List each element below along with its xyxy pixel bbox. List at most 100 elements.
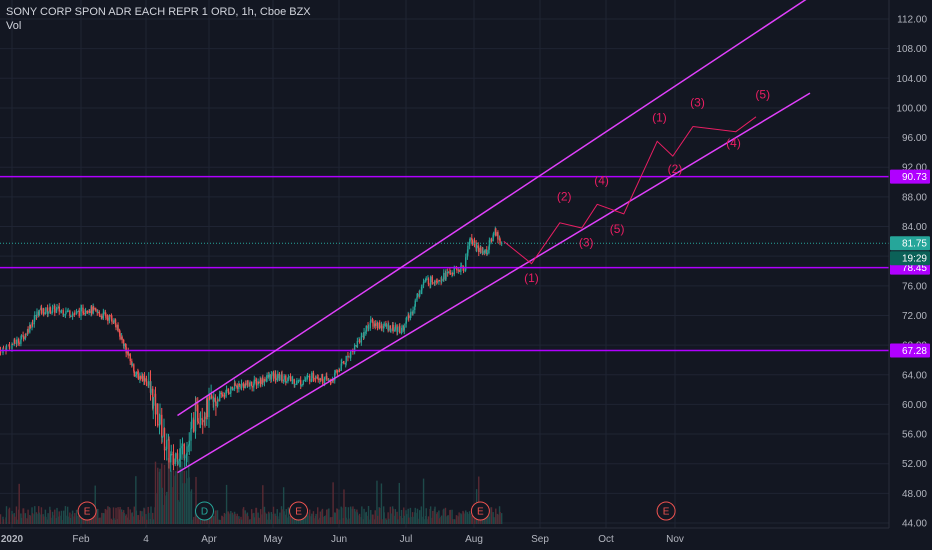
- candle-body: [161, 414, 163, 438]
- volume-bar: [352, 506, 354, 524]
- volume-bar: [499, 511, 501, 524]
- volume-indicator-label[interactable]: Vol: [6, 20, 22, 32]
- volume-bar: [456, 515, 458, 524]
- volume-bar: [228, 512, 230, 524]
- price-tick-label: 44.00: [902, 519, 927, 530]
- volume-bar: [285, 509, 287, 524]
- volume-bar: [390, 513, 392, 524]
- time-tick-label: Feb: [72, 534, 90, 545]
- candle-body: [414, 300, 416, 307]
- wave-label: (2): [557, 190, 572, 204]
- symbol-title[interactable]: SONY CORP SPON ADR EACH REPR 1 ORD, 1h, …: [6, 6, 311, 18]
- volume-bar: [152, 512, 154, 524]
- candle-body: [204, 416, 206, 420]
- candle-body: [27, 329, 29, 333]
- volume-bar: [133, 506, 136, 524]
- wave-label: (4): [726, 136, 741, 150]
- volume-bar: [216, 510, 219, 524]
- volume-bar: [0, 514, 2, 524]
- volume-bar: [398, 482, 400, 524]
- candle-body: [405, 321, 407, 328]
- candle-body: [291, 379, 294, 381]
- volume-bar: [338, 519, 341, 524]
- volume-bar: [440, 515, 443, 524]
- candle-body: [396, 330, 399, 332]
- volume-bar: [321, 508, 324, 524]
- candle-body: [228, 391, 230, 394]
- volume-bar: [451, 509, 453, 524]
- level-price-tag: 67.28: [902, 346, 927, 357]
- volume-bar: [414, 507, 416, 524]
- volume-bar: [217, 519, 219, 524]
- volume-bar: [112, 507, 115, 524]
- candle-body: [251, 385, 253, 388]
- volume-bar: [5, 506, 8, 524]
- candle-body: [34, 314, 36, 320]
- volume-bar: [249, 519, 251, 524]
- volume-bar: [65, 515, 67, 524]
- volume-bar: [234, 513, 236, 524]
- candle-body: [340, 363, 342, 371]
- price-tick-label: 96.00: [902, 133, 927, 144]
- volume-bar: [95, 510, 97, 524]
- candle-body: [233, 383, 236, 389]
- volume-bar: [478, 476, 480, 524]
- candle-body: [69, 310, 71, 317]
- volume-bar: [407, 517, 410, 524]
- candle-body: [492, 234, 495, 236]
- volume-bar: [82, 518, 85, 524]
- candle-body: [62, 310, 64, 316]
- volume-bar: [465, 510, 467, 524]
- candle-body: [392, 325, 394, 332]
- volume-bar: [418, 510, 421, 524]
- volume-bar: [438, 518, 441, 524]
- candle-body: [197, 421, 199, 423]
- volume-bar: [51, 511, 54, 524]
- volume-bar: [495, 508, 497, 524]
- candle-body: [293, 379, 295, 385]
- candle-body: [399, 326, 401, 333]
- volume-bar: [66, 506, 69, 524]
- volume-bar: [383, 512, 385, 524]
- candle-body: [341, 361, 343, 364]
- volume-bar: [282, 487, 285, 524]
- candle-body: [161, 436, 163, 438]
- volume-bar: [328, 508, 330, 524]
- volume-bar: [268, 513, 270, 524]
- candle-body: [195, 404, 197, 406]
- trend-channel[interactable]: [177, 0, 811, 474]
- volume-bar: [279, 512, 281, 524]
- channel-upper-line: [177, 0, 807, 417]
- candle-body: [403, 327, 405, 331]
- volume-bar: [34, 506, 36, 524]
- volume-bar: [372, 514, 374, 524]
- horizontal-levels[interactable]: [0, 175, 889, 352]
- price-tick-label: 48.00: [902, 489, 927, 500]
- candle-body: [330, 382, 332, 384]
- volume-bar: [179, 455, 181, 524]
- candle-body: [148, 381, 150, 386]
- candle-body: [478, 247, 480, 253]
- volume-bar: [2, 519, 5, 524]
- elliott-wave-projection[interactable]: (1) (2) (3) (4) (5) (1) (2) (3) (4) (5): [503, 87, 770, 285]
- volume-bar: [492, 516, 495, 524]
- time-tick-label: Jul: [400, 534, 413, 545]
- candle-body: [383, 323, 385, 326]
- candle-body: [42, 308, 45, 315]
- volume-bar: [168, 467, 170, 524]
- candle-body: [317, 378, 319, 380]
- volume-bar: [186, 478, 188, 524]
- volume-bar: [304, 512, 307, 524]
- candle-body: [234, 383, 236, 386]
- candle-body: [257, 381, 259, 386]
- candle-body: [249, 381, 251, 386]
- candle-body: [427, 278, 430, 285]
- candle-body: [436, 281, 438, 283]
- candle-body: [194, 404, 197, 432]
- candle-body: [358, 340, 361, 343]
- wave-label: (2): [668, 162, 683, 176]
- volume-bar: [497, 514, 499, 524]
